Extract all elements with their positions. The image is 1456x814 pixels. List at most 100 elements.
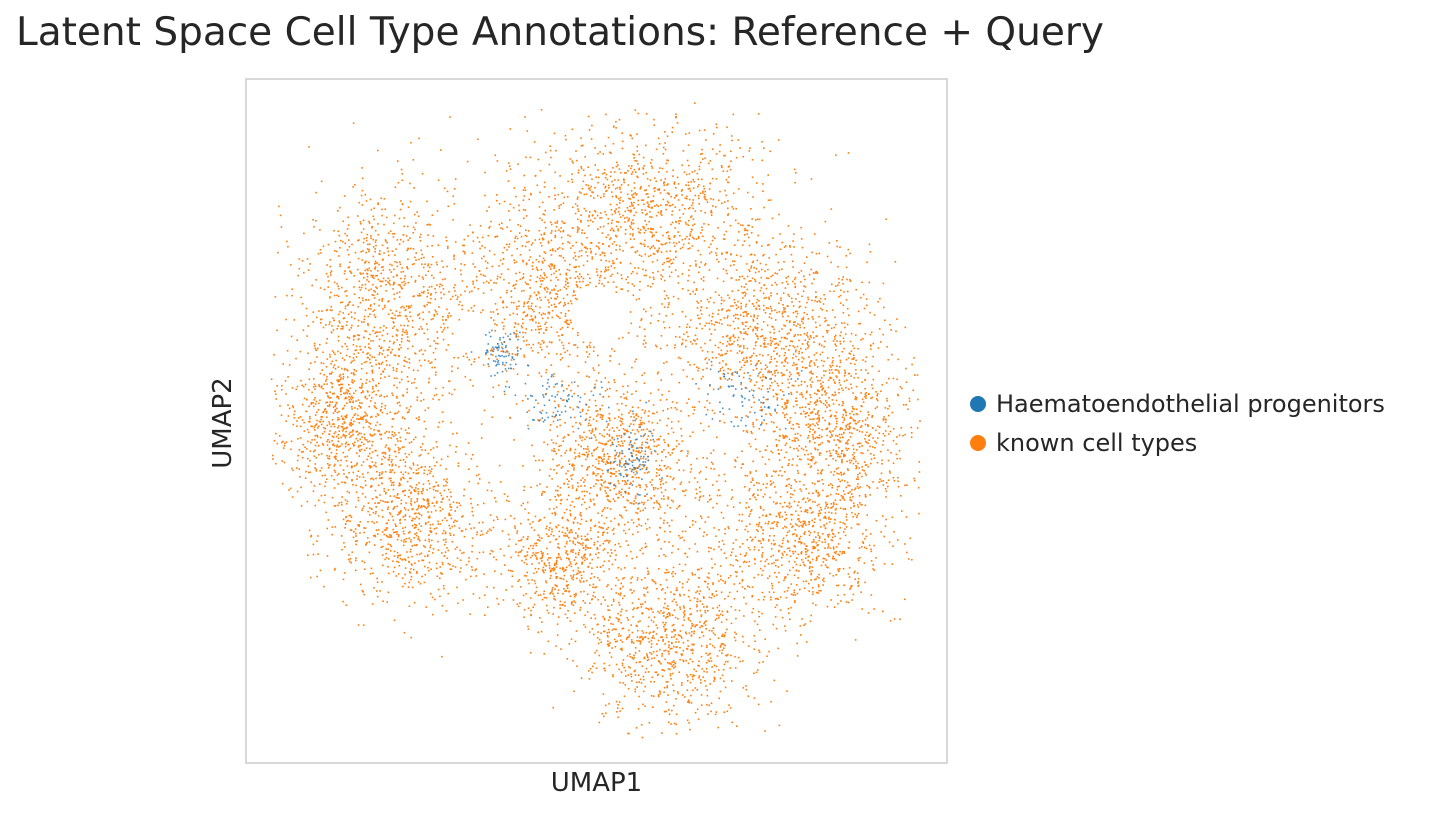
point-known-cell-types (838, 281, 840, 284)
point-known-cell-types (725, 194, 728, 197)
point-known-cell-types (799, 406, 801, 409)
point-known-cell-types (812, 602, 814, 605)
point-known-cell-types (739, 660, 741, 663)
point-known-cell-types (818, 419, 820, 421)
point-known-cell-types (336, 419, 339, 421)
point-known-cell-types (439, 566, 441, 568)
point-known-cell-types (429, 302, 431, 304)
point-known-cell-types (824, 410, 827, 413)
point-known-cell-types (777, 512, 780, 515)
point-known-cell-types (778, 213, 780, 216)
point-known-cell-types (664, 512, 666, 514)
point-known-cell-types (653, 190, 656, 193)
point-known-cell-types (596, 566, 598, 568)
point-known-cell-types (829, 364, 831, 367)
point-known-cell-types (676, 176, 679, 179)
point-known-cell-types (441, 260, 443, 262)
point-known-cell-types (572, 540, 574, 543)
point-known-cell-types (787, 541, 789, 543)
point-known-cell-types (364, 449, 366, 452)
point-known-cell-types (843, 472, 845, 475)
point-known-cell-types (705, 620, 707, 622)
point-known-cell-types (676, 604, 678, 606)
point-known-cell-types (710, 251, 713, 253)
point-known-cell-types (772, 481, 775, 484)
point-known-cell-types (644, 410, 647, 412)
point-known-cell-types (834, 499, 837, 502)
point-known-cell-types (605, 528, 608, 530)
point-known-cell-types (495, 558, 498, 561)
point-known-cell-types (551, 316, 554, 319)
point-known-cell-types (602, 225, 605, 228)
point-known-cell-types (350, 316, 353, 318)
point-known-cell-types (320, 416, 322, 418)
point-known-cell-types (418, 312, 421, 315)
point-known-cell-types (656, 674, 659, 676)
point-known-cell-types (853, 357, 855, 359)
point-known-cell-types (359, 532, 361, 534)
point-known-cell-types (775, 365, 778, 367)
point-known-cell-types (590, 572, 593, 575)
point-known-cell-types (655, 500, 658, 502)
point-known-cell-types (644, 239, 646, 242)
point-known-cell-types (741, 586, 744, 588)
point-known-cell-types (638, 167, 640, 170)
point-known-cell-types (743, 560, 746, 563)
point-known-cell-types (371, 365, 373, 367)
point-known-cell-types (384, 501, 386, 503)
point-known-cell-types (337, 425, 340, 427)
point-known-cell-types (854, 419, 856, 422)
point-known-cell-types (870, 548, 872, 551)
point-known-cell-types (843, 499, 846, 501)
point-known-cell-types (574, 294, 576, 296)
point-known-cell-types (708, 188, 711, 190)
point-known-cell-types (342, 375, 345, 378)
point-known-cell-types (509, 219, 511, 221)
point-known-cell-types (772, 501, 775, 503)
point-known-cell-types (660, 335, 663, 337)
point-known-cell-types (486, 267, 488, 270)
point-known-cell-types (882, 444, 884, 446)
point-known-cell-types (324, 408, 327, 410)
point-known-cell-types (426, 555, 429, 557)
point-known-cell-types (352, 186, 354, 188)
point-known-cell-types (350, 419, 353, 421)
point-known-cell-types (625, 540, 628, 542)
point-known-cell-types (360, 378, 362, 381)
point-known-cell-types (737, 327, 739, 329)
point-known-cell-types (892, 428, 895, 430)
point-known-cell-types (698, 665, 700, 667)
point-known-cell-types (836, 472, 838, 475)
point-known-cell-types (547, 288, 549, 290)
point-known-cell-types (801, 351, 803, 354)
point-known-cell-types (501, 263, 504, 265)
point-known-cell-types (668, 326, 671, 329)
point-known-cell-types (378, 263, 380, 266)
point-known-cell-types (789, 344, 791, 347)
point-known-cell-types (599, 151, 601, 153)
point-known-cell-types (352, 372, 355, 374)
point-known-cell-types (721, 649, 724, 651)
point-known-cell-types (574, 552, 577, 555)
point-known-cell-types (563, 286, 566, 288)
point-known-cell-types (355, 464, 358, 466)
point-known-cell-types (732, 334, 735, 336)
point-known-cell-types (369, 354, 371, 356)
point-known-cell-types (597, 372, 600, 374)
point-known-cell-types (343, 272, 346, 275)
point-known-cell-types (844, 333, 847, 335)
point-known-cell-types (399, 238, 402, 241)
point-known-cell-types (614, 559, 617, 561)
point-known-cell-types (635, 661, 638, 664)
point-known-cell-types (692, 674, 694, 676)
point-known-cell-types (597, 473, 599, 475)
point-known-cell-types (645, 171, 647, 174)
point-known-cell-types (866, 431, 868, 434)
point-known-cell-types (801, 558, 803, 561)
point-known-cell-types (417, 314, 419, 317)
point-known-cell-types (345, 354, 348, 357)
point-known-cell-types (399, 404, 401, 407)
point-known-cell-types (338, 321, 341, 324)
point-known-cell-types (593, 613, 596, 616)
point-known-cell-types (810, 614, 812, 617)
